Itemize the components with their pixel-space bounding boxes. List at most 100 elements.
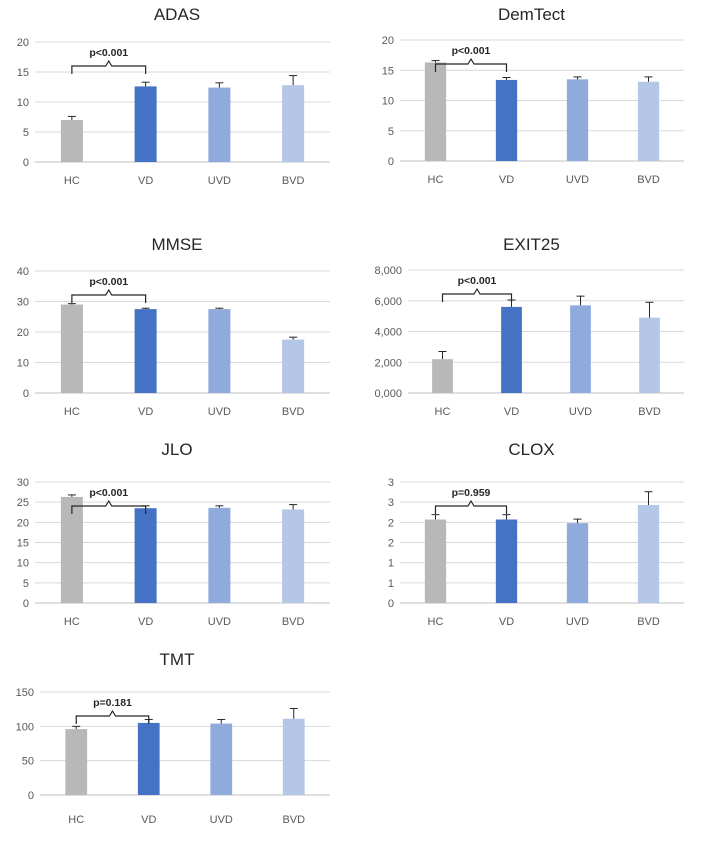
tmt-p-value-label: p=0.181 (93, 697, 132, 709)
clox-bar-bvd (637, 504, 660, 603)
clox-xtick-label: HC (428, 616, 444, 628)
mmse-significance-bracket (71, 288, 147, 303)
adas-xtick-label: UVD (208, 175, 231, 187)
jlo-chart-svg: JLO 0 5 10 15 20 25 30 HC VD UVD BVD p<0.001 (17, 440, 330, 628)
exit25-ytick-label: 8,000 (374, 265, 402, 277)
tmt-bar-hc (65, 729, 88, 795)
tmt-ytick-label: 0 (28, 790, 34, 802)
mmse-xtick-label: BVD (282, 406, 305, 418)
exit25-significance-bracket (441, 287, 513, 302)
tmt-bar-vd (137, 722, 160, 795)
exit25-ytick-label: 0,000 (374, 388, 402, 400)
adas-bar-bvd (282, 85, 305, 162)
jlo-ytick-label: 15 (17, 538, 29, 550)
demtect-title: DemTect (498, 5, 565, 24)
clox-ytick-label: 3 (388, 477, 394, 489)
demtect-ytick-label: 10 (382, 96, 394, 108)
chart-jlo: JLO 0 5 10 15 20 25 30 HC VD UVD BVD p<0.001 (0, 420, 354, 630)
demtect-ytick-label: 5 (388, 126, 394, 138)
chart-tmt: TMT 0 50 100 150 HC VD UVD BVD p=0.181 (0, 630, 354, 838)
exit25-xtick-label: UVD (569, 406, 592, 418)
adas-bar-vd (134, 86, 157, 162)
jlo-ytick-label: 25 (17, 497, 29, 509)
mmse-chart-svg: MMSE 0 10 20 30 40 HC VD UVD BVD p<0.001 (17, 235, 330, 418)
adas-bar-hc (60, 120, 83, 162)
clox-title: CLOX (508, 440, 554, 459)
clox-ytick-label: 3 (388, 497, 394, 509)
adas-title: ADAS (154, 5, 200, 24)
adas-xtick-label: HC (64, 175, 80, 187)
exit25-bar-bvd (639, 317, 660, 393)
mmse-bar-hc (60, 304, 83, 393)
tmt-xtick-label: HC (68, 814, 84, 826)
adas-ytick-label: 15 (17, 67, 29, 79)
tmt-title: TMT (160, 650, 195, 669)
tmt-ytick-label: 100 (16, 721, 34, 733)
exit25-title: EXIT25 (503, 235, 560, 254)
mmse-bar-vd (134, 309, 157, 393)
demtect-bar-uvd (566, 79, 589, 161)
demtect-bar-vd (495, 79, 518, 161)
adas-chart-svg: ADAS 0 5 10 15 20 HC VD UVD BVD p<0.001 (17, 5, 330, 187)
tmt-chart-svg: TMT 0 50 100 150 HC VD UVD BVD p=0.181 (16, 650, 330, 826)
tmt-bar-uvd (210, 723, 233, 795)
mmse-p-value-label: p<0.001 (89, 276, 128, 288)
tmt-bar-bvd (282, 718, 305, 795)
chart-clox: CLOX 0 1 1 2 2 3 3 HC VD UVD BVD p=0.959 (354, 420, 709, 630)
jlo-xtick-label: HC (64, 616, 80, 628)
demtect-xtick-label: UVD (566, 174, 589, 186)
exit25-bar-hc (432, 359, 453, 393)
adas-xtick-label: VD (138, 175, 153, 187)
demtect-xtick-label: BVD (637, 174, 660, 186)
mmse-ytick-label: 0 (23, 388, 29, 400)
chart-demtect: DemTect 0 5 10 15 20 HC VD UVD BVD p<0.001 (354, 0, 709, 205)
demtect-significance-bracket (434, 57, 508, 72)
clox-ytick-label: 1 (388, 558, 394, 570)
chart-adas: ADAS 0 5 10 15 20 HC VD UVD BVD p<0.001 (0, 0, 354, 205)
exit25-p-value-label: p<0.001 (458, 275, 497, 287)
jlo-ytick-label: 0 (23, 598, 29, 610)
tmt-ytick-label: 50 (22, 756, 34, 768)
demtect-p-value-label: p<0.001 (452, 45, 491, 57)
demtect-ytick-label: 15 (382, 65, 394, 77)
exit25-bar-vd (501, 306, 522, 393)
mmse-xtick-label: UVD (208, 406, 231, 418)
adas-significance-bracket (71, 59, 147, 74)
demtect-chart-svg: DemTect 0 5 10 15 20 HC VD UVD BVD p<0.001 (382, 5, 684, 186)
clox-bar-hc (424, 519, 447, 603)
demtect-ytick-label: 0 (388, 156, 394, 168)
demtect-xtick-label: HC (428, 174, 444, 186)
exit25-ytick-label: 6,000 (374, 296, 402, 308)
demtect-bar-hc (424, 62, 447, 162)
jlo-bar-uvd (208, 507, 231, 603)
clox-p-value-label: p=0.959 (452, 487, 491, 499)
mmse-xtick-label: VD (138, 406, 153, 418)
exit25-ytick-label: 4,000 (374, 327, 402, 339)
demtect-ytick-label: 20 (382, 35, 394, 47)
exit25-chart-svg: EXIT25 0,000 2,000 4,000 6,000 8,000 HC VD UVD BV… (374, 235, 684, 418)
mmse-ytick-label: 30 (17, 297, 29, 309)
tmt-xtick-label: BVD (282, 814, 305, 826)
adas-xtick-label: BVD (282, 175, 305, 187)
jlo-bar-vd (134, 508, 157, 603)
mmse-ytick-label: 40 (17, 266, 29, 278)
jlo-significance-bracket (71, 499, 147, 514)
mmse-xtick-label: HC (64, 406, 80, 418)
jlo-ytick-label: 5 (23, 578, 29, 590)
clox-xtick-label: BVD (637, 616, 660, 628)
clox-ytick-label: 2 (388, 517, 394, 529)
adas-ytick-label: 0 (23, 157, 29, 169)
mmse-bar-bvd (282, 339, 305, 393)
mmse-ytick-label: 10 (17, 358, 29, 370)
exit25-xtick-label: HC (435, 406, 451, 418)
chart-mmse: MMSE 0 10 20 30 40 HC VD UVD BVD p<0.001 (0, 205, 354, 420)
jlo-p-value-label: p<0.001 (89, 487, 128, 499)
exit25-bar-uvd (570, 305, 591, 393)
clox-chart-svg: CLOX 0 1 1 2 2 3 3 HC VD UVD BVD p=0.959 (388, 440, 684, 628)
adas-ytick-label: 5 (23, 127, 29, 139)
adas-bar-uvd (208, 87, 231, 162)
mmse-bar-uvd (208, 309, 231, 393)
adas-ytick-label: 20 (17, 37, 29, 49)
jlo-ytick-label: 20 (17, 517, 29, 529)
exit25-xtick-label: BVD (638, 406, 661, 418)
